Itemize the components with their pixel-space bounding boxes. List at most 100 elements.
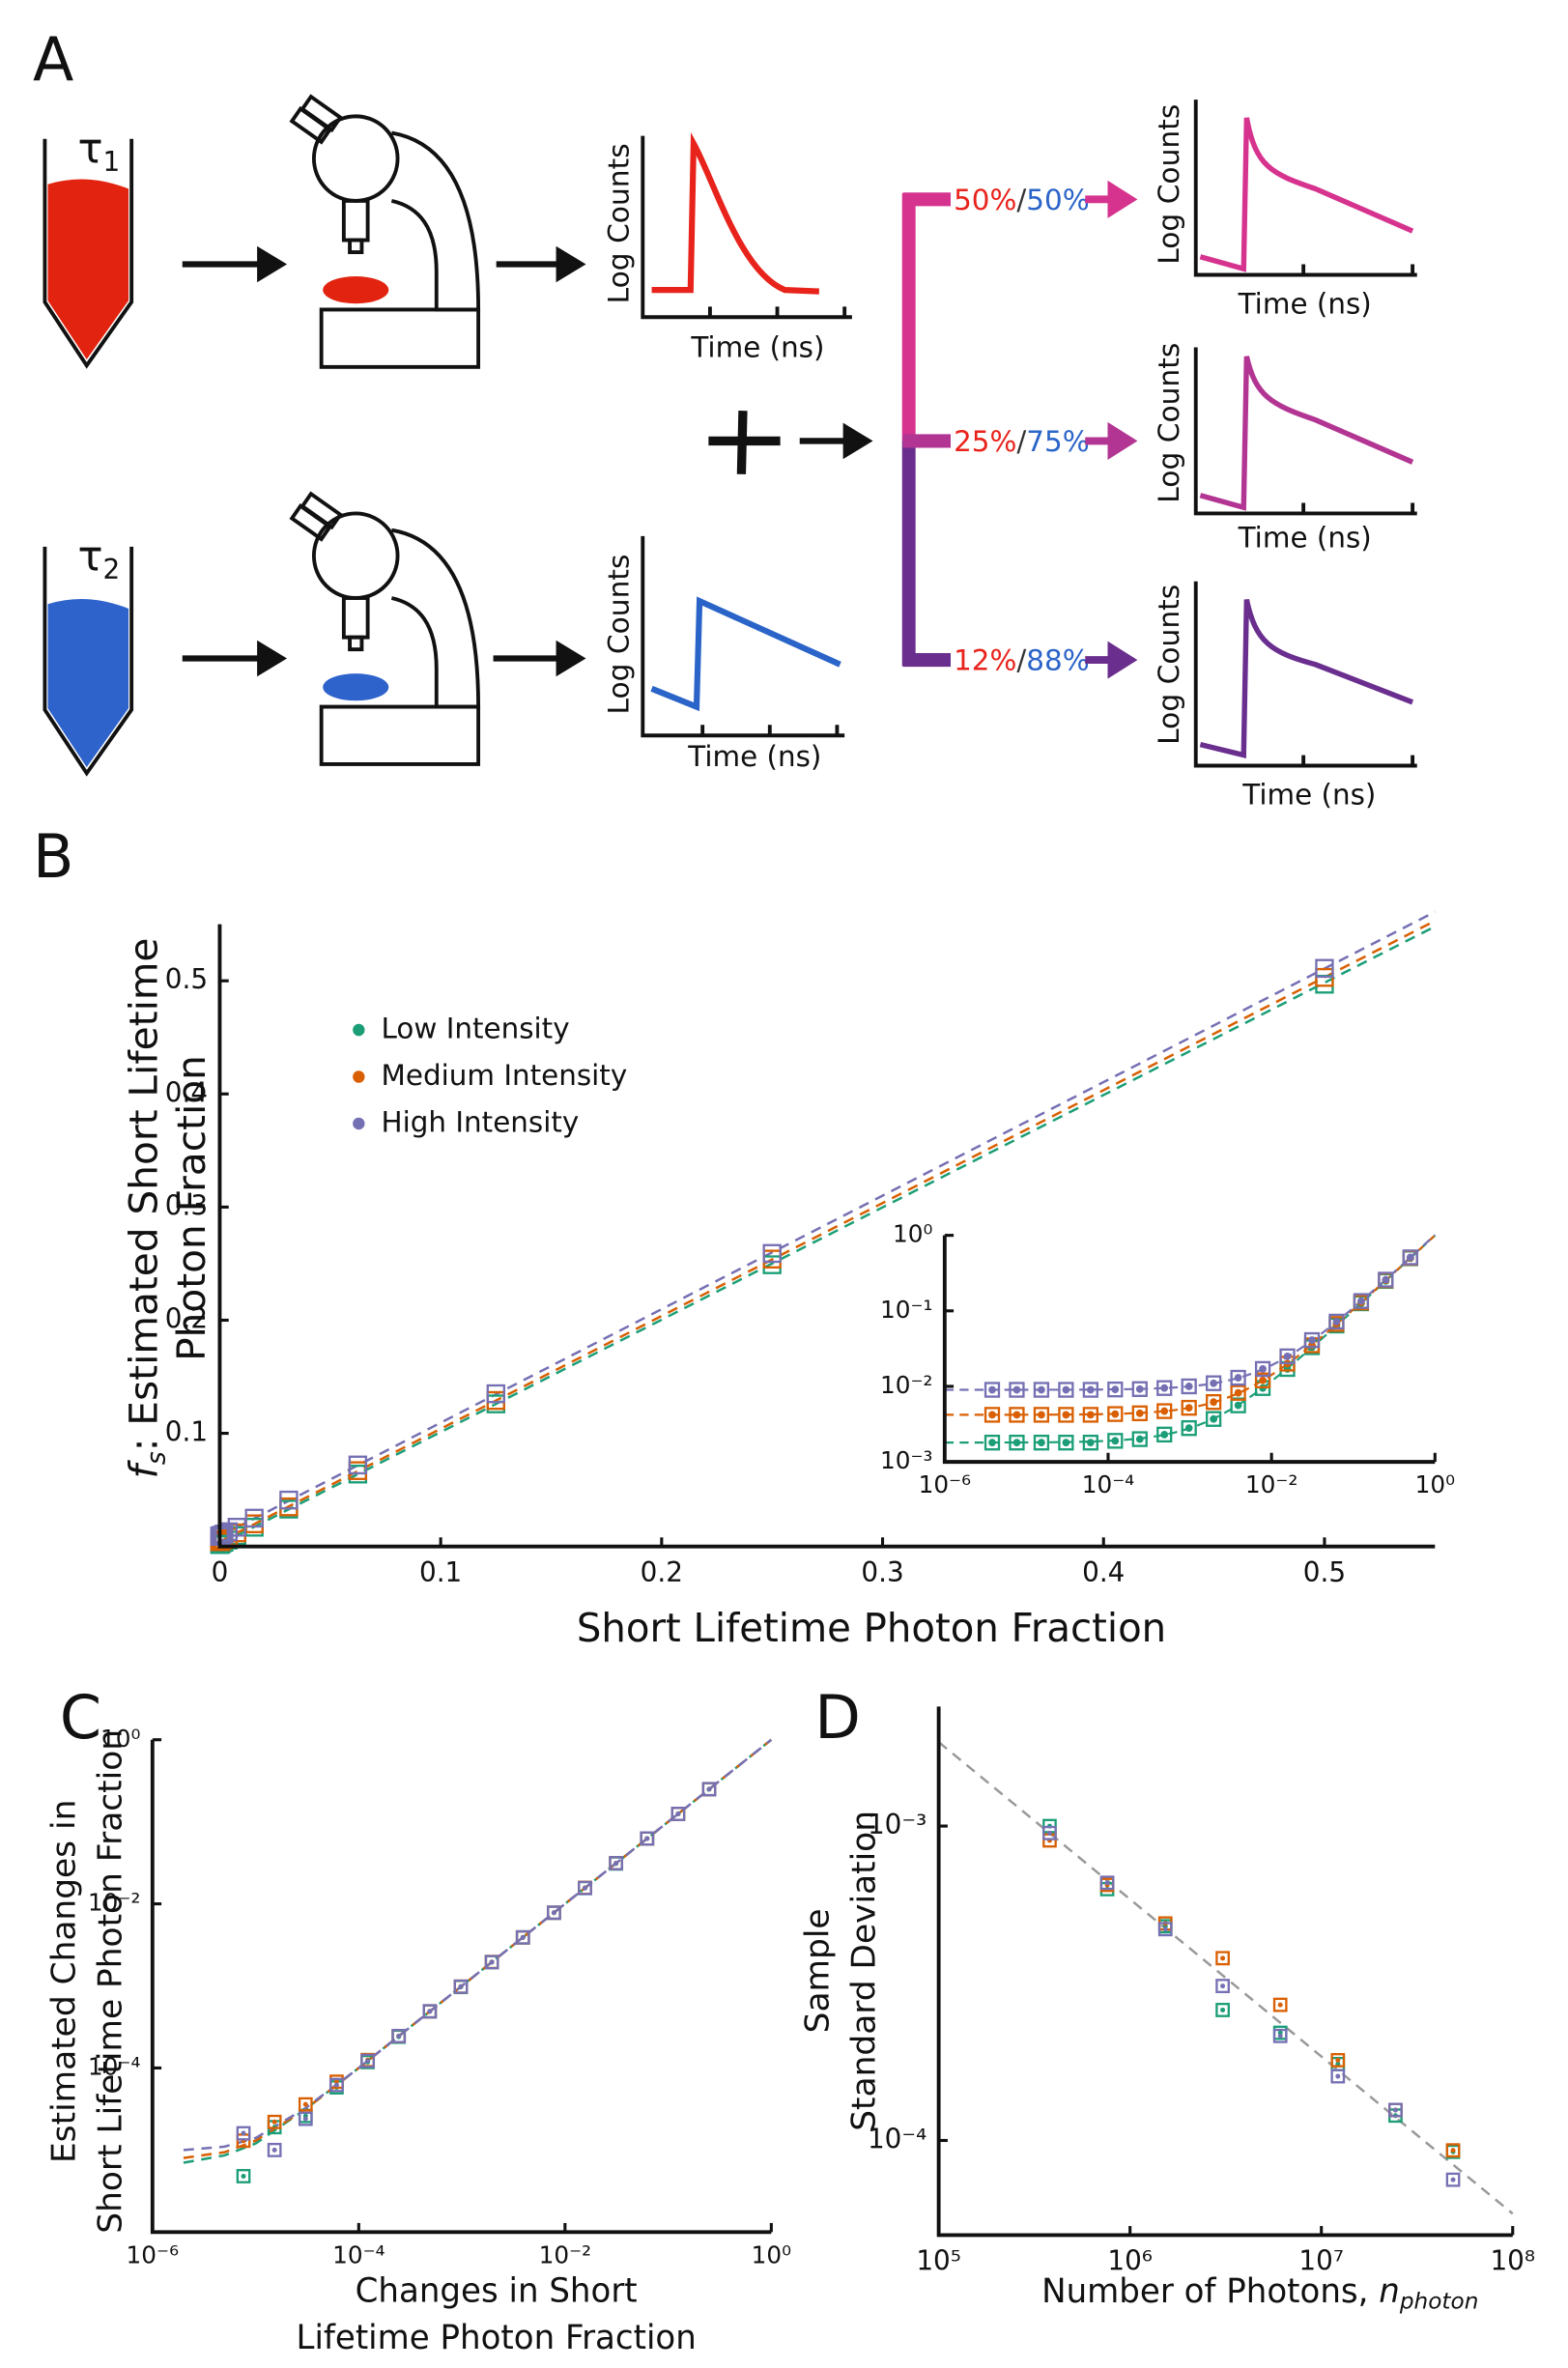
x-tick-label: 10⁻⁴ [1082, 1470, 1135, 1498]
data-point-dot [988, 1439, 996, 1447]
data-point [1330, 2068, 1346, 2084]
y-tick-label: 10⁰ [893, 1220, 932, 1248]
data-point-dot [1210, 1414, 1218, 1423]
fit-line [218, 920, 1436, 1543]
y-tick-label: 10⁰ [100, 1725, 140, 1753]
data-point [1330, 2052, 1346, 2068]
data-point-dot [1160, 1407, 1169, 1415]
data-point-dot [644, 1836, 650, 1841]
data-point [1181, 1419, 1197, 1437]
x-tick-label: 0.3 [861, 1556, 903, 1588]
y-axis-label: Standard Deviation [844, 1811, 883, 2131]
data-point-dot [1335, 2057, 1341, 2063]
data-point-dot [1450, 2148, 1456, 2154]
data-point-dot [427, 2009, 433, 2014]
x-axis-label: Number of Photons, nphoton [1041, 2271, 1478, 2314]
data-point [1181, 1399, 1197, 1416]
data-point [1254, 1360, 1271, 1378]
data-point [1009, 1382, 1025, 1398]
data-point-dot [1220, 1955, 1226, 1961]
data-point-dot [271, 2119, 277, 2125]
legend-marker [353, 1117, 365, 1130]
data-point [391, 2028, 407, 2043]
decay-plot [1193, 100, 1417, 277]
x-tick-label: 10⁻² [1245, 1470, 1297, 1498]
data-point [236, 2169, 251, 2183]
short-percent: 50% [954, 183, 1016, 215]
short-percent: 25% [954, 424, 1016, 457]
data-point-dot [1277, 2033, 1283, 2039]
label-text: : Estimated Short Lifetime [121, 938, 167, 1452]
data-point [1206, 1375, 1222, 1391]
data-point-dot [1111, 1437, 1120, 1445]
data-point [1303, 1331, 1321, 1349]
axis-label: Time (ns) [1238, 521, 1372, 554]
data-point-dot [1220, 2007, 1226, 2012]
data-point [1315, 958, 1334, 979]
x-tick-label: 0.1 [419, 1556, 462, 1588]
data-point-dot [1135, 1435, 1144, 1443]
x-tick-label: 10⁻⁶ [919, 1470, 972, 1498]
data-point [762, 1243, 782, 1264]
data-point [1230, 1369, 1246, 1386]
data-point-dot [1012, 1385, 1021, 1394]
panel-a: A τ1 Log Counts Time (ns) τ2 Log Co [33, 24, 1417, 811]
data-point-dot [1234, 1401, 1242, 1410]
axis-label: Time (ns) [1241, 778, 1376, 811]
data-point-dot [1160, 1430, 1169, 1439]
mix-label: 50%/50% [954, 183, 1090, 215]
panel-label: D [814, 1682, 861, 1753]
x-tick-label: 10⁶ [1107, 2244, 1153, 2276]
data-point [267, 2142, 282, 2157]
legend-label: Medium Intensity [382, 1059, 628, 1092]
data-point-dot [302, 2116, 308, 2122]
data-point [1272, 2028, 1288, 2043]
data-point [1058, 1434, 1074, 1451]
data-point-dot [1062, 1411, 1070, 1419]
x-tick-label: 0.2 [641, 1556, 683, 1588]
x-tick-label: 0 [212, 1556, 229, 1588]
fit-line [183, 1738, 773, 2152]
data-point [348, 1455, 368, 1475]
tube-fill [47, 598, 129, 768]
x-tick-label: 10⁷ [1298, 2244, 1344, 2276]
data-point-dot [489, 1959, 495, 1965]
data-point-dot [1308, 1336, 1316, 1344]
data-point [236, 2125, 251, 2141]
tube [43, 138, 134, 369]
data-point-dot [520, 1934, 526, 1940]
data-point [267, 2114, 282, 2129]
data-point [298, 2097, 313, 2112]
data-point-dot [583, 1885, 588, 1891]
data-point-dot [1012, 1411, 1021, 1419]
data-point [1215, 1979, 1230, 1994]
data-point [640, 1831, 655, 1846]
data-point-dot [988, 1385, 996, 1394]
data-point [1181, 1378, 1197, 1395]
data-point-dot [551, 1910, 556, 1916]
data-point-dot [1392, 2107, 1398, 2113]
x-tick-label: 0.5 [1303, 1556, 1346, 1588]
data-point-dot [1086, 1411, 1095, 1419]
data-point-dot [1038, 1385, 1045, 1394]
subscript: photon [1399, 2288, 1479, 2314]
subscript: s [141, 1451, 171, 1465]
y-tick-label: 0.5 [165, 963, 208, 995]
y-tick-label: 0.3 [165, 1189, 208, 1221]
data-point [1378, 1271, 1394, 1288]
data-point [1058, 1382, 1074, 1398]
data-point-dot [1332, 1318, 1341, 1326]
tau: τ [77, 532, 102, 581]
panel-label: C [60, 1682, 101, 1753]
data-point-dot [988, 1411, 996, 1419]
x-tick-label: 10⁰ [752, 2240, 791, 2268]
x-axis-label: Short Lifetime Photon Fraction [577, 1605, 1166, 1651]
y-tick-label: 10⁻¹ [880, 1296, 932, 1324]
data-point [1445, 2172, 1461, 2187]
long-percent: 50% [1026, 183, 1089, 215]
data-point [1131, 1431, 1148, 1447]
y-axis-label: Short Lifetime Photon Fraction [92, 1729, 130, 2234]
data-point [1279, 1348, 1296, 1365]
data-point-dot [1234, 1388, 1242, 1397]
data-point [984, 1407, 1001, 1423]
